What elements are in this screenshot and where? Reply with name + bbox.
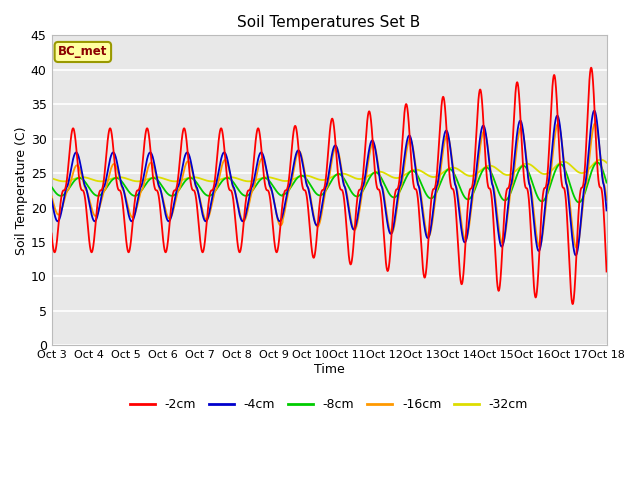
X-axis label: Time: Time [314, 363, 344, 376]
Text: BC_met: BC_met [58, 46, 108, 59]
Title: Soil Temperatures Set B: Soil Temperatures Set B [237, 15, 420, 30]
Legend: -2cm, -4cm, -8cm, -16cm, -32cm: -2cm, -4cm, -8cm, -16cm, -32cm [125, 394, 533, 417]
Y-axis label: Soil Temperature (C): Soil Temperature (C) [15, 126, 28, 254]
